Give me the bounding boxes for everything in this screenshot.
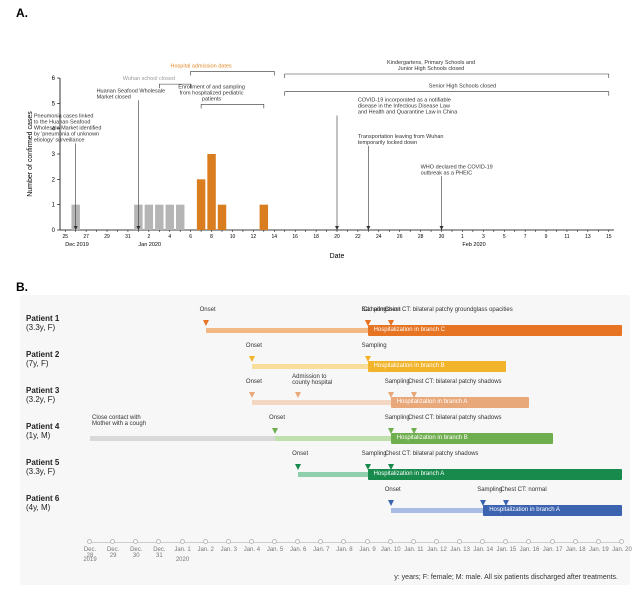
svg-text:14: 14 xyxy=(272,234,278,240)
patient-label: Patient 1(3.3y, F) xyxy=(26,315,90,333)
svg-text:22: 22 xyxy=(355,234,361,240)
svg-text:28: 28 xyxy=(418,234,424,240)
hospitalization-bar: Hospitalization in branch A xyxy=(391,397,530,408)
patient-row: Close contact withMother with a coughHos… xyxy=(90,413,622,447)
svg-text:31: 31 xyxy=(125,234,131,240)
svg-text:8: 8 xyxy=(210,234,213,240)
svg-text:outbreak as a PHEIC: outbreak as a PHEIC xyxy=(421,170,473,176)
patient-label: Patient 2(7y, F) xyxy=(26,351,90,369)
svg-text:24: 24 xyxy=(376,234,382,240)
svg-text:and Health and Quarantine Law: and Health and Quarantine Law in China xyxy=(358,109,458,115)
figure: A. 0123456Number of confirmed cases25272… xyxy=(0,0,640,603)
svg-text:1: 1 xyxy=(52,203,56,209)
panel-b-footer: y: years; F: female; M: male. All six pa… xyxy=(394,574,618,581)
svg-text:etiology' surveillance: etiology' surveillance xyxy=(34,137,85,143)
svg-text:2: 2 xyxy=(52,177,56,183)
svg-text:5: 5 xyxy=(52,101,56,107)
patient-row: Hospitalization in branch AOnsetSampling… xyxy=(90,485,622,519)
svg-text:Senior High Schools closed: Senior High Schools closed xyxy=(429,84,496,90)
svg-text:26: 26 xyxy=(397,234,403,240)
svg-text:6: 6 xyxy=(189,234,192,240)
patient-row: Hospitalization in branch AOnsetSampling… xyxy=(90,449,622,483)
svg-text:2: 2 xyxy=(147,234,150,240)
svg-text:Feb 2020: Feb 2020 xyxy=(462,242,485,248)
hospitalization-bar: Hospitalization in branch B xyxy=(391,433,553,444)
svg-text:29: 29 xyxy=(104,234,110,240)
svg-text:3: 3 xyxy=(482,234,485,240)
svg-text:13: 13 xyxy=(585,234,591,240)
svg-text:5: 5 xyxy=(503,234,506,240)
patient-label: Patient 4(1y, M) xyxy=(26,423,90,441)
panel-a-label: A. xyxy=(16,6,28,20)
svg-text:1: 1 xyxy=(461,234,464,240)
svg-text:Hospital admission dates: Hospital admission dates xyxy=(171,63,232,69)
panel-b-timeline: Dec. 28Dec. 29Dec. 30Dec. 31Jan. 1Jan. 2… xyxy=(20,295,630,585)
svg-text:7: 7 xyxy=(524,234,527,240)
svg-text:patients: patients xyxy=(202,96,222,102)
svg-text:3: 3 xyxy=(52,152,56,158)
patient-label: Patient 3(3.2y, F) xyxy=(26,387,90,405)
svg-text:Date: Date xyxy=(330,253,345,260)
timeline-axis: Dec. 28Dec. 29Dec. 30Dec. 31Jan. 1Jan. 2… xyxy=(90,539,622,559)
hospitalization-bar: Hospitalization in branch A xyxy=(368,469,622,480)
patient-label: Patient 5(3.3y, F) xyxy=(26,459,90,477)
patient-row: Hospitalization in branch AOnsetAdmissio… xyxy=(90,377,622,411)
svg-text:Dec 2019: Dec 2019 xyxy=(65,242,89,248)
svg-text:12: 12 xyxy=(251,234,257,240)
patient-row: Hospitalization in branch COnsetSampling… xyxy=(90,305,622,339)
hospitalization-bar: Hospitalization in branch C xyxy=(368,325,622,336)
svg-text:10: 10 xyxy=(230,234,236,240)
hospitalization-bar: Hospitalization in branch A xyxy=(483,505,622,516)
svg-text:27: 27 xyxy=(83,234,89,240)
patient-row: Hospitalization in branch BOnsetSampling xyxy=(90,341,622,375)
panel-a-chart: 0123456Number of confirmed cases25272931… xyxy=(20,20,620,270)
svg-text:Market closed: Market closed xyxy=(97,94,131,100)
svg-text:15: 15 xyxy=(606,234,612,240)
panel-b-label: B. xyxy=(16,280,28,294)
hospitalization-bar: Hospitalization in branch B xyxy=(368,361,507,372)
svg-text:Wuhan school closed: Wuhan school closed xyxy=(123,76,175,82)
svg-text:9: 9 xyxy=(545,234,548,240)
patient-label: Patient 6(4y, M) xyxy=(26,495,90,513)
svg-text:Jan 2020: Jan 2020 xyxy=(138,242,161,248)
svg-text:Junior High Schools closed: Junior High Schools closed xyxy=(398,66,464,72)
svg-text:16: 16 xyxy=(292,234,298,240)
svg-text:4: 4 xyxy=(168,234,171,240)
svg-text:6: 6 xyxy=(52,76,56,82)
svg-text:temporarily locked down: temporarily locked down xyxy=(358,140,417,146)
svg-text:25: 25 xyxy=(62,234,68,240)
svg-text:20: 20 xyxy=(334,234,340,240)
svg-text:18: 18 xyxy=(313,234,319,240)
svg-text:30: 30 xyxy=(439,234,445,240)
svg-text:0: 0 xyxy=(52,228,56,234)
svg-text:11: 11 xyxy=(564,234,569,240)
